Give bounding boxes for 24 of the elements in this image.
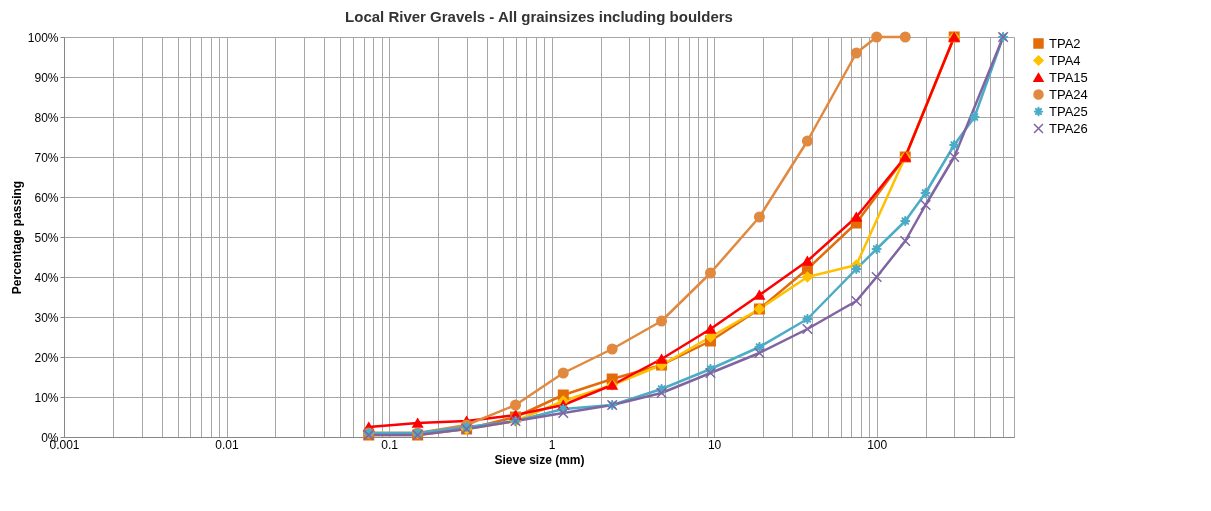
y-axis-title: Percentage passing bbox=[9, 180, 24, 295]
y-tick-label: 50% bbox=[34, 230, 59, 245]
x-axis-title: Sieve size (mm) bbox=[494, 452, 585, 467]
legend-label: TPA15 bbox=[1049, 69, 1088, 85]
y-tick-label: 70% bbox=[34, 150, 59, 165]
legend-label: TPA4 bbox=[1049, 52, 1081, 68]
y-tick-label: 10% bbox=[34, 390, 59, 405]
x-tick-label: 10 bbox=[707, 437, 722, 452]
y-tick-label: 20% bbox=[34, 350, 59, 365]
y-tick-label: 60% bbox=[34, 190, 59, 205]
legend-label: TPA24 bbox=[1049, 86, 1088, 102]
y-tick-label: 30% bbox=[34, 310, 59, 325]
y-tick-label: 80% bbox=[34, 110, 59, 125]
y-tick-label: 40% bbox=[34, 270, 59, 285]
legend-label: TPA26 bbox=[1049, 120, 1088, 136]
y-tick-label: 90% bbox=[34, 70, 59, 85]
x-tick-label: 0.01 bbox=[215, 437, 240, 452]
y-tick-label: 100% bbox=[27, 30, 59, 45]
x-tick-label: 1 bbox=[548, 437, 556, 452]
x-tick-label: 100 bbox=[867, 437, 888, 452]
x-tick-label: 0.1 bbox=[381, 437, 399, 452]
legend-label: TPA2 bbox=[1049, 35, 1081, 51]
chart-title: Local River Gravels - All grainsizes including boulders bbox=[345, 8, 733, 26]
legend-label: TPA25 bbox=[1049, 103, 1088, 119]
